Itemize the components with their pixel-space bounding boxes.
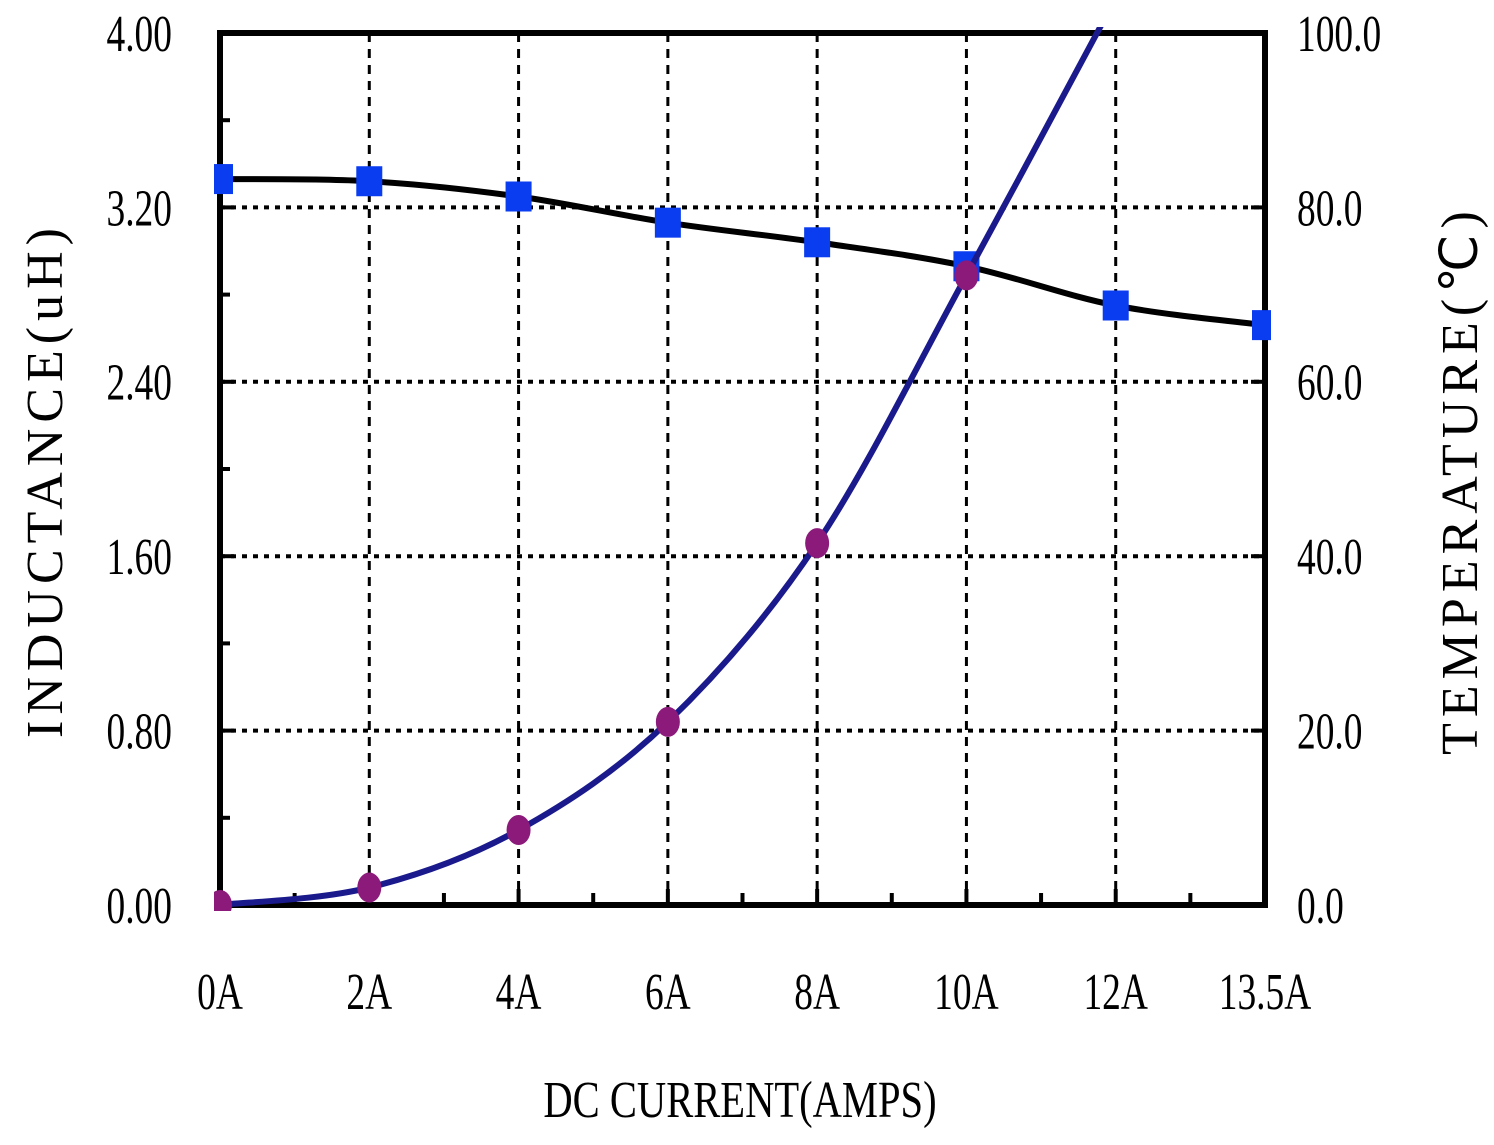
series-line — [219, 27, 1104, 908]
marker — [1102, 290, 1129, 321]
x-tick-label: 6A — [645, 963, 691, 1020]
series-line — [219, 176, 1266, 329]
y-tick-label: 0.00 — [106, 877, 172, 934]
marker — [1252, 310, 1271, 341]
marker — [954, 260, 979, 291]
marker — [654, 207, 681, 238]
marker — [506, 815, 531, 846]
x-tick-label: 2A — [346, 963, 392, 1020]
y2-tick-label: 40.0 — [1297, 528, 1363, 585]
y-tick-label: 4.00 — [106, 5, 172, 62]
x-tick-label: 4A — [496, 963, 542, 1020]
y2-tick-label: 0.0 — [1297, 877, 1344, 934]
y-tick-label: 1.60 — [106, 528, 172, 585]
marker — [356, 166, 383, 197]
y2-axis-label: TEMPERATURE(℃) — [1432, 205, 1489, 755]
x-tick-label: 0A — [197, 963, 243, 1020]
y-tick-label: 0.80 — [106, 703, 172, 760]
y2-tick-label: 60.0 — [1297, 354, 1363, 411]
x-tick-label: 8A — [794, 963, 840, 1020]
plot-area — [214, 0, 1271, 911]
y-tick-label: 3.20 — [106, 179, 172, 236]
marker — [655, 706, 680, 737]
x-tick-label: 13.5A — [1219, 963, 1312, 1020]
y-axis-label: INDUCTANCE(uH) — [17, 222, 74, 738]
marker — [357, 872, 382, 903]
y2-tick-label: 80.0 — [1297, 179, 1363, 236]
marker — [1104, 0, 1128, 13]
x-tick-label: 10A — [934, 963, 999, 1020]
y2-tick-label: 20.0 — [1297, 703, 1363, 760]
marker — [804, 227, 831, 258]
marker — [214, 890, 232, 911]
x-axis-label: DC CURRENT(AMPS) — [543, 1071, 936, 1129]
x-tick-label: 12A — [1083, 963, 1148, 1020]
plot-frame — [217, 30, 1268, 908]
y2-tick-label: 100.0 — [1297, 5, 1381, 62]
y-tick-label: 2.40 — [106, 354, 172, 411]
marker — [805, 528, 830, 559]
marker — [505, 181, 532, 212]
marker — [214, 164, 233, 195]
